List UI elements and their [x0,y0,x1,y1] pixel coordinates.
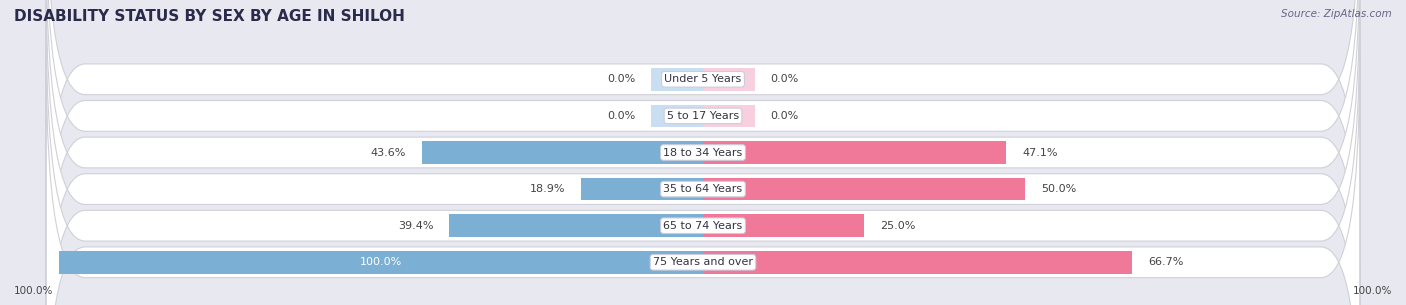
Bar [651,68,703,91]
Text: Under 5 Years: Under 5 Years [665,74,741,84]
Text: 18.9%: 18.9% [530,184,565,194]
Bar [703,141,1007,164]
Text: 47.1%: 47.1% [1022,148,1057,157]
Bar [703,105,755,127]
FancyBboxPatch shape [46,0,1360,305]
Text: 35 to 64 Years: 35 to 64 Years [664,184,742,194]
Bar [703,178,1025,200]
Bar [703,68,755,91]
Bar [422,141,703,164]
Bar [703,214,863,237]
Bar [651,105,703,127]
Text: 0.0%: 0.0% [770,111,799,121]
FancyBboxPatch shape [46,21,1360,305]
Text: 0.0%: 0.0% [770,74,799,84]
Text: 50.0%: 50.0% [1040,184,1076,194]
Text: Source: ZipAtlas.com: Source: ZipAtlas.com [1281,9,1392,19]
Text: 39.4%: 39.4% [398,221,433,231]
Text: 25.0%: 25.0% [880,221,915,231]
Bar [59,251,703,274]
Text: 100.0%: 100.0% [360,257,402,267]
Bar [581,178,703,200]
Text: 66.7%: 66.7% [1149,257,1184,267]
Text: DISABILITY STATUS BY SEX BY AGE IN SHILOH: DISABILITY STATUS BY SEX BY AGE IN SHILO… [14,9,405,24]
FancyBboxPatch shape [46,0,1360,284]
Text: 18 to 34 Years: 18 to 34 Years [664,148,742,157]
Text: 75 Years and over: 75 Years and over [652,257,754,267]
Bar [703,251,1132,274]
FancyBboxPatch shape [46,58,1360,305]
FancyBboxPatch shape [46,0,1360,305]
Text: 65 to 74 Years: 65 to 74 Years [664,221,742,231]
Text: 100.0%: 100.0% [14,286,53,296]
FancyBboxPatch shape [46,0,1360,305]
Text: 100.0%: 100.0% [1353,286,1392,296]
Text: 5 to 17 Years: 5 to 17 Years [666,111,740,121]
Text: 0.0%: 0.0% [607,111,636,121]
Text: 43.6%: 43.6% [371,148,406,157]
Text: 0.0%: 0.0% [607,74,636,84]
Bar [450,214,703,237]
